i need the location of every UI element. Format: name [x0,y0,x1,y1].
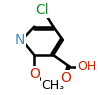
Text: O: O [29,67,40,81]
Text: CH₃: CH₃ [42,79,65,92]
Text: Cl: Cl [35,3,49,17]
Text: N: N [15,33,25,47]
Text: O: O [60,71,71,85]
Text: OH: OH [77,60,96,73]
